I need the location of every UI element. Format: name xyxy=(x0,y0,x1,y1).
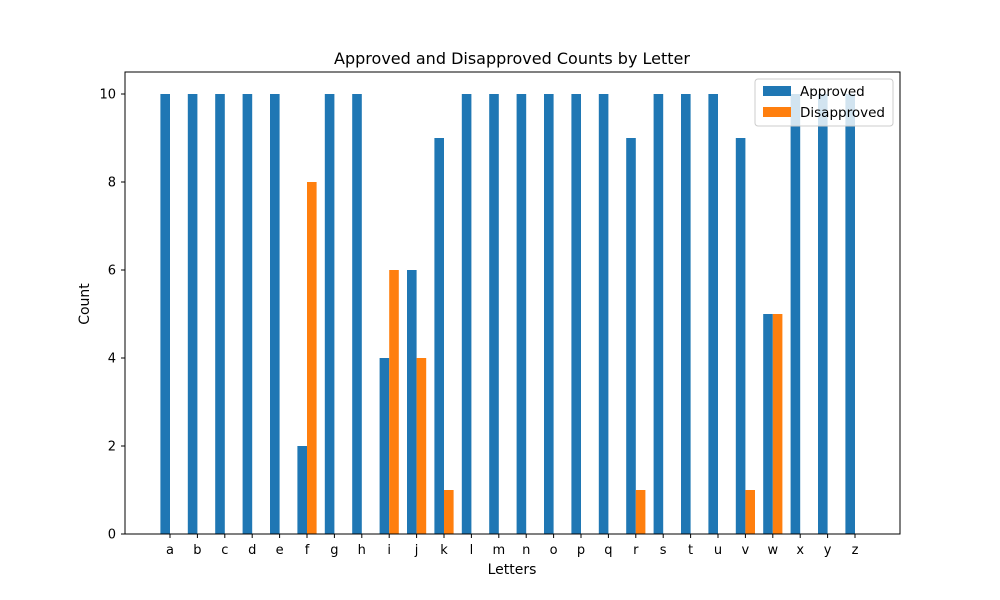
bar-approved-z xyxy=(845,94,855,534)
bar-approved-w xyxy=(763,314,773,534)
bar-approved-f xyxy=(297,446,307,534)
x-tick-label-k: k xyxy=(440,543,448,558)
legend-swatch-approved xyxy=(763,86,791,96)
bars-layer xyxy=(160,94,855,534)
x-tick-label-z: z xyxy=(852,543,859,558)
x-tick-label-v: v xyxy=(742,543,750,558)
x-tick-label-x: x xyxy=(796,543,804,558)
x-tick-label-l: l xyxy=(470,543,474,558)
bar-disapproved-j xyxy=(416,358,427,534)
x-tick-label-h: h xyxy=(358,543,366,558)
chart-title: Approved and Disapproved Counts by Lette… xyxy=(334,49,690,68)
bar-approved-b xyxy=(187,94,198,534)
x-tick-label-y: y xyxy=(824,543,832,558)
bar-approved-l xyxy=(461,94,472,534)
x-tick-label-a: a xyxy=(166,543,174,558)
x-tick-label-f: f xyxy=(305,543,310,558)
bar-disapproved-k xyxy=(444,490,454,534)
x-tick-label-d: d xyxy=(248,543,256,558)
x-tick-label-g: g xyxy=(330,543,338,558)
x-tick-label-s: s xyxy=(660,543,667,558)
legend-swatch-disapproved xyxy=(763,107,791,117)
legend: Approved Disapproved xyxy=(754,78,894,127)
x-tick-label-i: i xyxy=(387,543,391,558)
plot-frame xyxy=(124,71,901,535)
bar-approved-c xyxy=(215,94,225,534)
bar-approved-g xyxy=(324,94,335,534)
bar-approved-h xyxy=(352,94,362,534)
bar-approved-e xyxy=(270,94,280,534)
bar-approved-u xyxy=(708,94,718,534)
x-tick-label-m: m xyxy=(492,543,505,558)
y-tick-label-10: 10 xyxy=(99,88,116,103)
y-tick-label-2: 2 xyxy=(108,440,116,455)
bar-approved-v xyxy=(735,138,746,534)
bar-approved-a xyxy=(160,94,170,534)
y-axis-label: Count xyxy=(77,283,93,325)
bar-disapproved-f xyxy=(307,182,317,534)
y-tick-label-6: 6 xyxy=(108,264,116,279)
bar-approved-i xyxy=(379,358,390,534)
bar-approved-t xyxy=(681,94,691,534)
x-tick-label-p: p xyxy=(577,543,585,558)
x-tick-label-n: n xyxy=(522,543,530,558)
x-tick-label-t: t xyxy=(688,543,693,558)
axes-layer: a b c d e f g h i j k l m n o p q r s t u v w x y z 0 2 4 6 8 10 xyxy=(99,71,901,558)
bar-approved-k xyxy=(434,138,444,534)
bar-approved-x xyxy=(790,94,801,534)
bar-disapproved-i xyxy=(389,270,399,534)
legend-label-approved: Approved xyxy=(800,84,865,100)
x-tick-label-w: w xyxy=(767,543,778,558)
bar-approved-q xyxy=(598,94,609,534)
bar-approved-j xyxy=(407,270,417,534)
x-axis-label: Letters xyxy=(488,562,537,578)
bar-approved-o xyxy=(544,94,554,534)
legend-label-disapproved: Disapproved xyxy=(800,105,885,121)
y-tick-label-8: 8 xyxy=(108,176,116,191)
x-tick-label-r: r xyxy=(633,543,639,558)
bar-disapproved-w xyxy=(772,314,783,534)
x-tick-label-c: c xyxy=(221,543,228,558)
x-tick-label-b: b xyxy=(193,543,201,558)
x-tick-label-j: j xyxy=(414,543,419,558)
y-tick-label-0: 0 xyxy=(108,528,116,543)
x-tick-label-q: q xyxy=(604,543,612,558)
bar-approved-n xyxy=(516,94,527,534)
bar-disapproved-r xyxy=(635,490,646,534)
bar-approved-p xyxy=(571,94,581,534)
bar-disapproved-v xyxy=(745,490,755,534)
bar-approved-s xyxy=(653,94,664,534)
x-tick-label-e: e xyxy=(276,543,284,558)
x-tick-label-o: o xyxy=(550,543,558,558)
bar-approved-r xyxy=(626,138,636,534)
bar-approved-y xyxy=(818,94,828,534)
y-tick-label-4: 4 xyxy=(108,352,116,367)
x-tick-label-u: u xyxy=(714,543,722,558)
bar-approved-m xyxy=(489,94,499,534)
bar-approved-d xyxy=(242,94,253,534)
